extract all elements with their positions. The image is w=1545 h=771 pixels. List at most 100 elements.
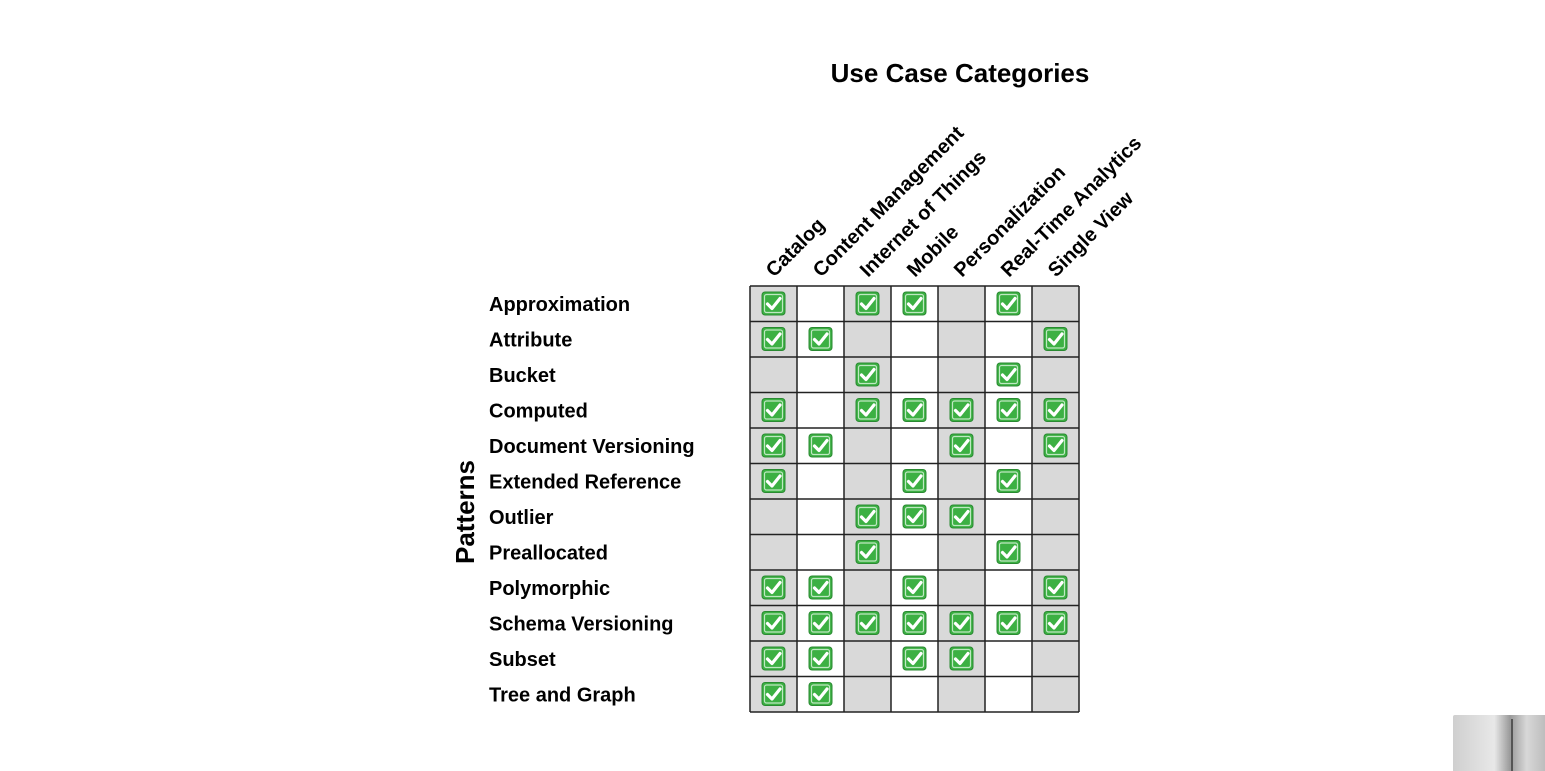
- green-checkbox-icon: [1043, 575, 1068, 600]
- matrix-cell: [844, 463, 891, 499]
- row-label-preallocated: Preallocated: [489, 542, 608, 564]
- green-checkbox-icon: [761, 398, 786, 422]
- matrix-cell: [985, 570, 1032, 606]
- row-label-computed: Computed: [489, 400, 588, 422]
- green-checkbox-icon: [761, 327, 786, 351]
- matrix-cell: [938, 463, 985, 499]
- patterns-axis-label: Patterns: [450, 460, 480, 564]
- row-label-bucket: Bucket: [489, 365, 556, 387]
- green-checkbox-icon: [996, 611, 1021, 635]
- row-label-extended-reference: Extended Reference: [489, 471, 681, 493]
- matrix-cell: [750, 499, 797, 535]
- green-checkbox-icon: [902, 575, 927, 600]
- matrix-cell: [985, 641, 1032, 677]
- video-thumbnail-corner: [1453, 715, 1545, 771]
- green-checkbox-icon: [902, 504, 927, 529]
- matrix-cell: [844, 428, 891, 464]
- matrix-cell: [938, 534, 985, 570]
- matrix-cell: [891, 357, 938, 393]
- green-checkbox-icon: [1043, 398, 1068, 422]
- green-checkbox-icon: [761, 682, 786, 706]
- green-checkbox-icon: [902, 611, 927, 635]
- matrix-cell: [891, 676, 938, 712]
- matrix-cell: [750, 357, 797, 393]
- matrix-cell: [938, 321, 985, 357]
- row-labels: Approximation Attribute Bucket Computed Docu…: [489, 294, 695, 707]
- green-checkbox-icon: [996, 469, 1021, 493]
- matrix-title: Use Case Categories: [831, 58, 1090, 88]
- green-checkbox-icon: [761, 291, 786, 316]
- matrix-cell: [797, 357, 844, 393]
- green-checkbox-icon: [855, 540, 880, 564]
- row-label-polymorphic: Polymorphic: [489, 578, 610, 600]
- green-checkbox-icon: [1043, 327, 1068, 351]
- green-checkbox-icon: [902, 646, 927, 671]
- row-label-attribute: Attribute: [489, 329, 572, 351]
- green-checkbox-icon: [996, 398, 1021, 422]
- green-checkbox-icon: [855, 291, 880, 316]
- matrix-cell: [844, 570, 891, 606]
- green-checkbox-icon: [808, 611, 833, 635]
- row-label-tree-and-graph: Tree and Graph: [489, 684, 636, 706]
- green-checkbox-icon: [1043, 611, 1068, 635]
- green-checkbox-icon: [761, 433, 786, 458]
- green-checkbox-icon: [761, 575, 786, 600]
- matrix-cell: [985, 499, 1032, 535]
- green-checkbox-icon: [761, 646, 786, 671]
- matrix-cell: [797, 499, 844, 535]
- green-checkbox-icon: [949, 398, 974, 422]
- green-checkbox-icon: [808, 433, 833, 458]
- matrix-cell: [1032, 463, 1079, 499]
- green-checkbox-icon: [949, 646, 974, 671]
- row-label-outlier: Outlier: [489, 507, 554, 529]
- green-checkbox-icon: [808, 575, 833, 600]
- green-checkbox-icon: [902, 469, 927, 493]
- matrix-cell: [938, 357, 985, 393]
- matrix-cell: [1032, 534, 1079, 570]
- matrix-cell: [985, 428, 1032, 464]
- matrix-cell: [1032, 357, 1079, 393]
- row-label-subset: Subset: [489, 649, 556, 671]
- matrix-cell: [985, 321, 1032, 357]
- green-checkbox-icon: [761, 469, 786, 493]
- matrix-cells: [750, 286, 1079, 712]
- green-checkbox-icon: [855, 362, 880, 387]
- green-checkbox-icon: [996, 291, 1021, 316]
- matrix-cell: [844, 321, 891, 357]
- matrix-cell: [750, 534, 797, 570]
- row-label-approximation: Approximation: [489, 294, 630, 316]
- matrix-cell: [797, 463, 844, 499]
- green-checkbox-icon: [808, 646, 833, 671]
- matrix-cell: [1032, 286, 1079, 322]
- matrix-cell: [891, 428, 938, 464]
- matrix-cell: [797, 534, 844, 570]
- matrix-cell: [891, 534, 938, 570]
- green-checkbox-icon: [996, 362, 1021, 387]
- matrix-cell: [891, 321, 938, 357]
- row-label-document-versioning: Document Versioning: [489, 436, 695, 458]
- matrix-cell: [1032, 676, 1079, 712]
- matrix-cell: [1032, 641, 1079, 677]
- green-checkbox-icon: [1043, 433, 1068, 458]
- matrix-cell: [985, 676, 1032, 712]
- matrix-cell: [797, 392, 844, 428]
- green-checkbox-icon: [761, 611, 786, 635]
- matrix-cell: [938, 286, 985, 322]
- matrix-cell: [844, 676, 891, 712]
- matrix-cell: [938, 676, 985, 712]
- green-checkbox-icon: [808, 327, 833, 351]
- green-checkbox-icon: [902, 398, 927, 422]
- green-checkbox-icon: [808, 682, 833, 706]
- green-checkbox-icon: [855, 504, 880, 529]
- matrix-cell: [938, 570, 985, 606]
- row-label-schema-versioning: Schema Versioning: [489, 613, 674, 635]
- green-checkbox-icon: [902, 291, 927, 316]
- green-checkbox-icon: [949, 433, 974, 458]
- green-checkbox-icon: [996, 540, 1021, 564]
- matrix-cell: [797, 286, 844, 322]
- green-checkbox-icon: [949, 504, 974, 529]
- matrix-cell: [1032, 499, 1079, 535]
- green-checkbox-icon: [949, 611, 974, 635]
